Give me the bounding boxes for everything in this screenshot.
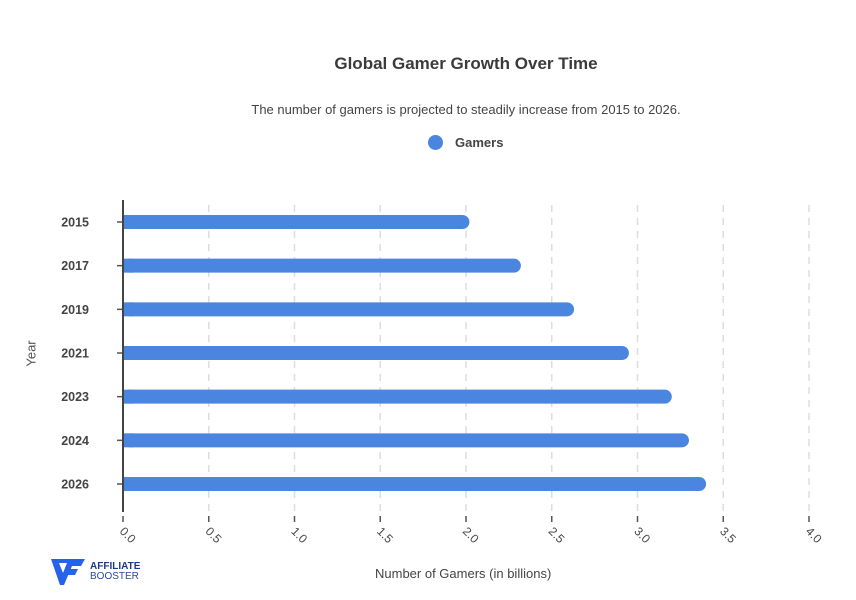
y-tick-label: 2026 [61,478,89,492]
bar-base [123,477,133,491]
x-tick-label: 2.0 [460,524,482,546]
y-tick-label: 2023 [61,390,89,404]
y-tick-label: 2019 [61,303,89,317]
bar[interactable] [123,477,707,491]
logo-line1: AFFILIATE [90,561,141,572]
x-tick-label: 3.5 [717,524,739,546]
affiliate-booster-logo: AFFILIATE BOOSTER [50,557,140,587]
bar-base [123,302,133,317]
logo-icon [51,559,85,585]
y-tick-label: 2015 [61,216,89,230]
x-tick-label: 0.0 [117,524,139,546]
y-tick-label: 2024 [61,434,89,448]
bar[interactable] [123,389,672,404]
bar[interactable] [123,346,629,360]
bar[interactable] [123,215,470,229]
logo-line2: BOOSTER [90,571,139,582]
bar-base [123,258,133,273]
bar[interactable] [123,433,689,448]
x-tick-label: 0.5 [203,524,225,546]
chart-subtitle: The number of gamers is projected to ste… [251,102,681,117]
x-tick-label: 2.5 [546,524,568,546]
chart-title: Global Gamer Growth Over Time [334,54,598,73]
bar[interactable] [123,258,521,273]
y-axis-label: Year [23,340,39,367]
bar-base [123,433,133,448]
y-tick-label: 2017 [61,259,89,273]
legend-label: Gamers [455,135,504,150]
x-tick-label: 3.0 [631,524,653,546]
bar[interactable] [123,302,575,317]
bar-base [123,389,133,404]
x-tick-label: 1.0 [288,524,310,546]
x-tick-label: 4.0 [803,524,825,546]
bar-base [123,346,133,360]
x-tick-label: 1.5 [374,524,396,546]
bar-base [123,215,133,229]
legend-dot-icon [428,135,443,150]
legend[interactable]: Gamers [428,135,503,150]
x-axis-label: Number of Gamers (in billions) [375,566,552,581]
y-tick-label: 2021 [61,347,89,361]
